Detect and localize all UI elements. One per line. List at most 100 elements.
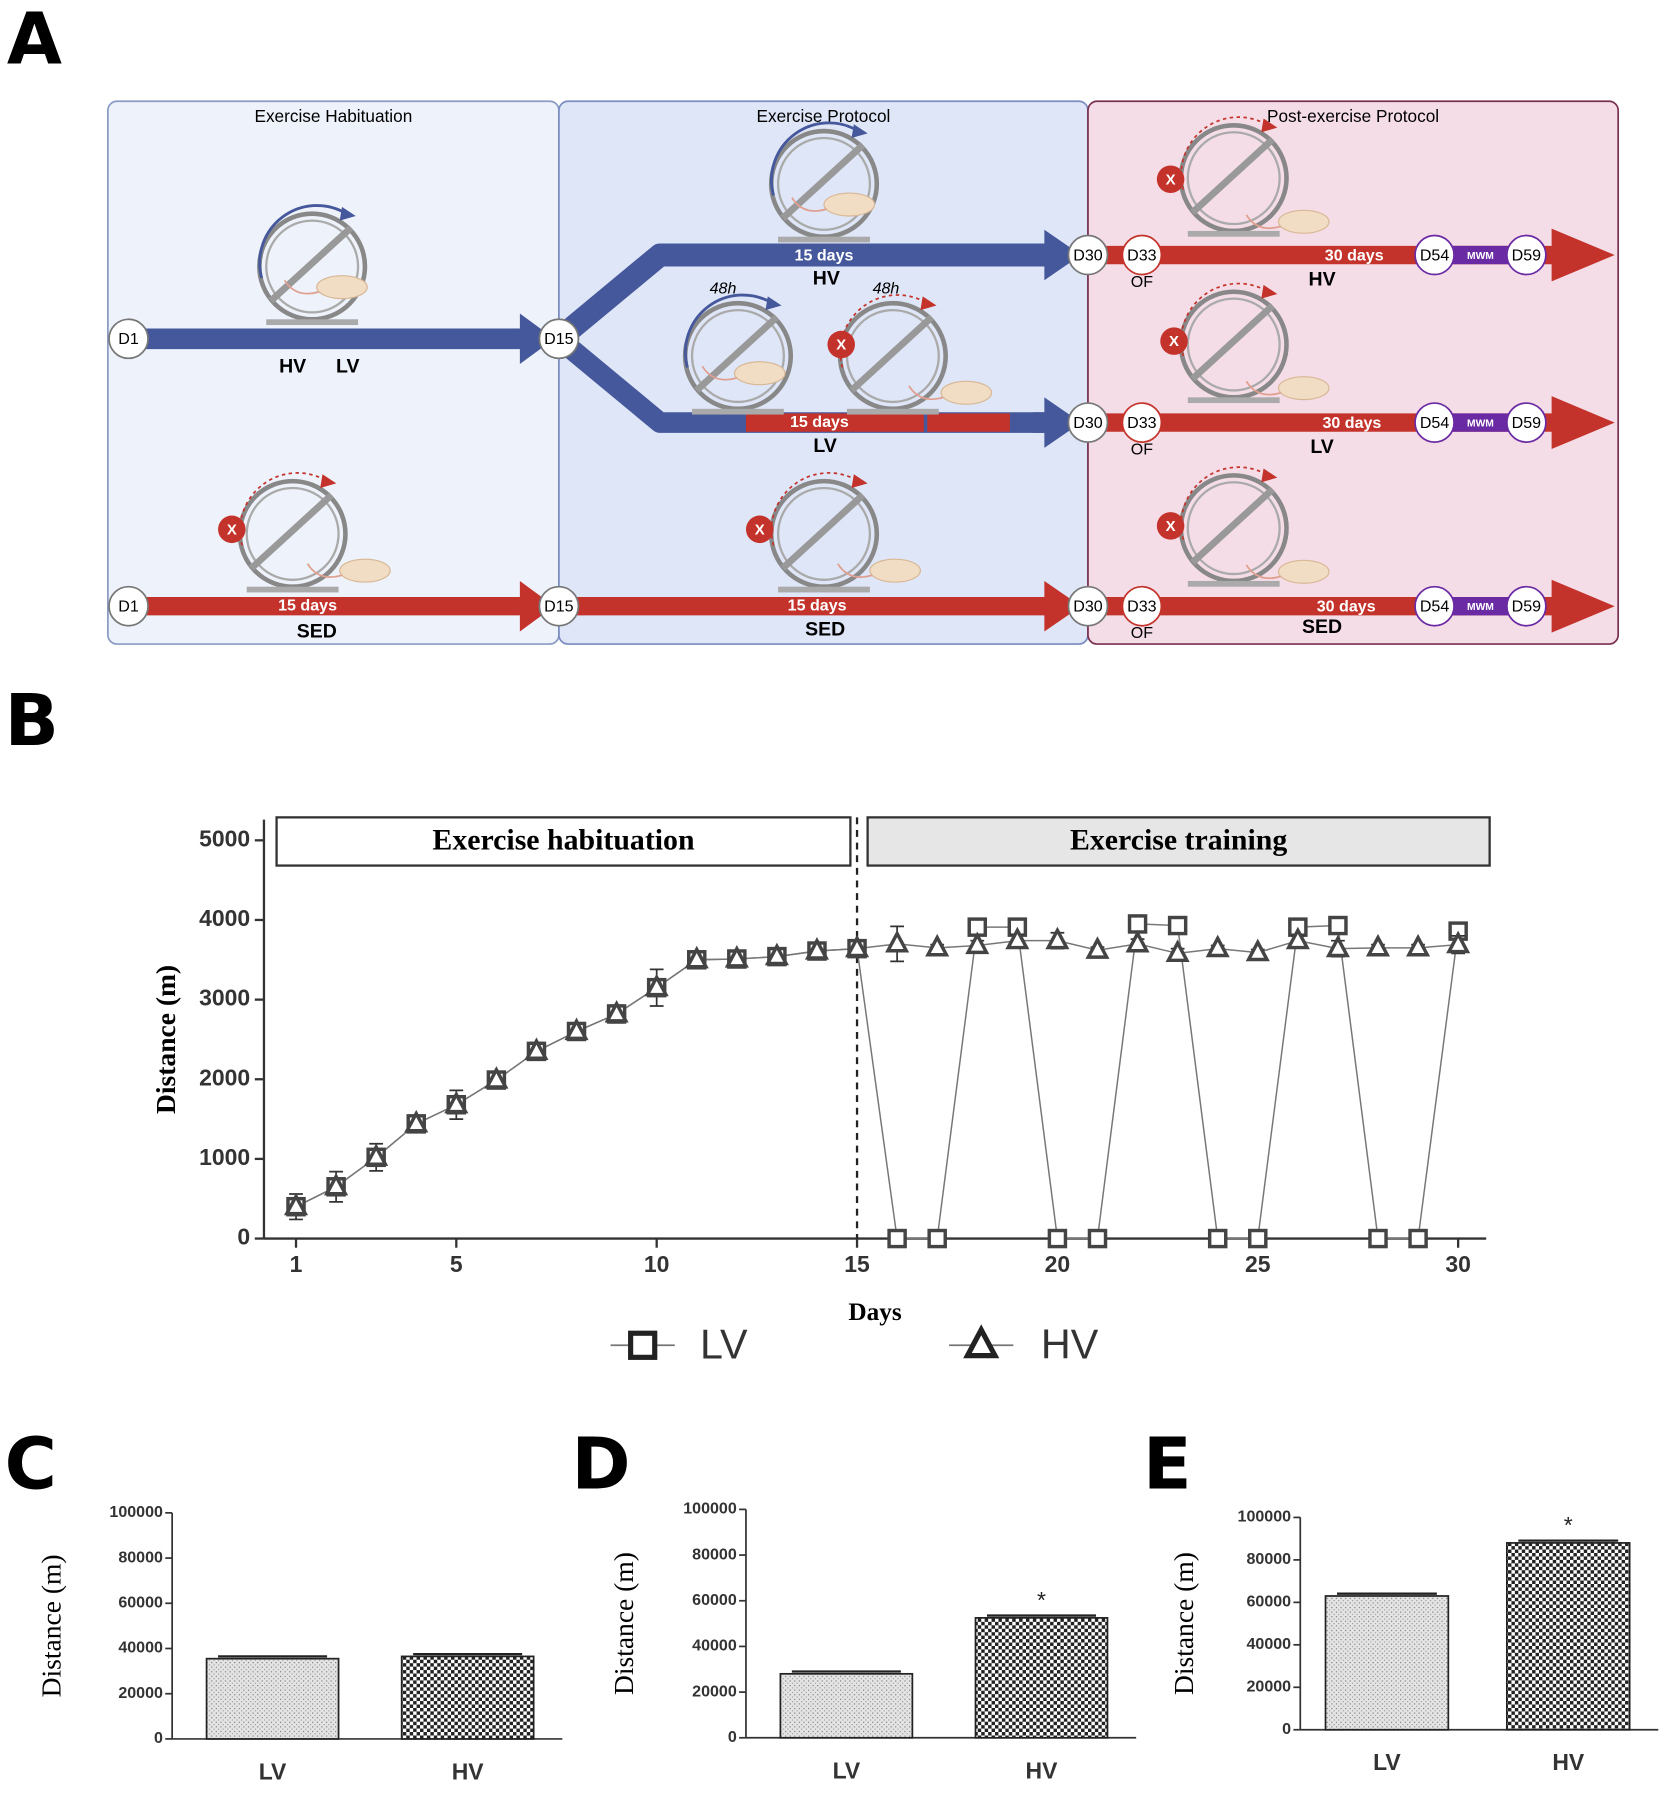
timepoint-label: D15 xyxy=(544,598,574,616)
timepoint-label: D15 xyxy=(544,330,574,348)
data-point xyxy=(1368,1228,1388,1249)
timepoint-label: D33 xyxy=(1127,414,1157,432)
timepoint-label: D30 xyxy=(1073,598,1103,616)
arrow xyxy=(1101,396,1615,449)
legend-marker xyxy=(963,1324,1000,1359)
blocked-label: X xyxy=(1166,519,1176,535)
wheel-base xyxy=(1187,397,1280,404)
x-tick-label: 1 xyxy=(290,1251,303,1277)
data-point xyxy=(844,934,870,958)
wheel-stand xyxy=(268,224,354,304)
data-point xyxy=(1446,930,1471,954)
data-point xyxy=(604,999,629,1023)
arrow-tip xyxy=(1261,468,1278,483)
timepoint-label: D59 xyxy=(1512,598,1542,616)
bar xyxy=(205,1657,340,1740)
data-point xyxy=(1408,1228,1428,1249)
panel-label: A xyxy=(7,0,62,80)
wheel-base xyxy=(778,586,870,593)
data-point xyxy=(1005,926,1030,950)
rest-segment xyxy=(927,413,1010,432)
legend-label: HV xyxy=(1041,1321,1099,1367)
rotation-arrow xyxy=(258,204,348,279)
arrow-tip xyxy=(339,206,356,221)
rat-tail xyxy=(306,563,343,578)
y-tick-label: 4000 xyxy=(199,905,250,931)
duration-label: 30 days xyxy=(1325,246,1384,264)
timepoint xyxy=(1121,402,1163,443)
arrow xyxy=(1032,397,1082,448)
data-point xyxy=(1085,936,1110,959)
timepoint-label: D1 xyxy=(118,330,139,348)
group-label: HV xyxy=(813,267,840,289)
wheel xyxy=(1186,297,1281,392)
rat-tail xyxy=(908,385,944,401)
y-tick-label: 40000 xyxy=(692,1637,737,1655)
data-point xyxy=(1285,926,1310,950)
y-axis-label: Distance (m) xyxy=(150,965,181,1114)
group-label: SED xyxy=(805,618,845,640)
panel-label: C xyxy=(5,1423,57,1506)
rat-tail xyxy=(837,563,873,578)
y-axis-label: Distance (m) xyxy=(1168,1552,1199,1695)
arrow xyxy=(128,580,555,632)
timepoint-label: D1 xyxy=(118,598,139,616)
x-tick-label: LV xyxy=(1373,1749,1401,1775)
wheel xyxy=(1186,131,1281,226)
rotation-arrow xyxy=(1180,282,1269,357)
data-point xyxy=(644,973,669,997)
data-point xyxy=(1207,1228,1228,1249)
blocked-mark xyxy=(1156,512,1185,540)
timepoint xyxy=(538,585,580,627)
y-tick-label: 60000 xyxy=(1246,1593,1291,1611)
data-point xyxy=(804,937,830,960)
arrow xyxy=(558,580,1082,632)
x-axis-label: Days xyxy=(848,1299,901,1326)
timepoint xyxy=(1414,234,1455,276)
y-tick-label: 20000 xyxy=(692,1682,737,1700)
section-box xyxy=(1087,100,1620,645)
group-label: LV xyxy=(813,435,836,457)
timepoint xyxy=(1414,402,1455,443)
wheel xyxy=(690,308,785,404)
rotation-arrow xyxy=(1180,116,1269,190)
rotation-arrow xyxy=(684,293,774,368)
maze-link xyxy=(1450,413,1511,432)
y-tick-label: 40000 xyxy=(1246,1635,1291,1653)
y-tick-label: 3000 xyxy=(199,985,250,1011)
panel-label: E xyxy=(1143,1423,1192,1506)
timepoint xyxy=(108,318,149,360)
data-point xyxy=(1165,939,1190,963)
legend-label: LV xyxy=(700,1321,748,1367)
data-point xyxy=(444,1090,469,1114)
data-point xyxy=(925,933,950,957)
wheel-stand xyxy=(694,314,780,393)
timepoint xyxy=(1505,234,1547,276)
bar xyxy=(400,1655,535,1740)
x-tick-label: HV xyxy=(1026,1757,1059,1783)
duration-label: 15 days xyxy=(795,246,854,264)
timepoint xyxy=(538,318,580,360)
timepoint-label: D30 xyxy=(1073,246,1103,264)
legend-marker xyxy=(628,1330,658,1360)
y-tick-label: 100000 xyxy=(1238,1508,1292,1526)
y-tick-label: 0 xyxy=(728,1728,737,1746)
panel-label: B xyxy=(5,679,59,762)
rat xyxy=(1277,376,1330,401)
timepoint xyxy=(1067,234,1109,276)
rat xyxy=(940,380,993,405)
arrow-tip xyxy=(1261,284,1278,299)
data-point xyxy=(1248,1228,1268,1249)
data-point xyxy=(965,931,990,955)
arrow-tip xyxy=(765,296,782,311)
wheel-stand xyxy=(849,314,935,393)
data-point xyxy=(564,1017,589,1041)
rat xyxy=(316,275,368,300)
panel-label: D xyxy=(572,1423,631,1506)
y-tick-label: 20000 xyxy=(1246,1678,1291,1696)
series-line xyxy=(295,923,1459,1240)
data-point xyxy=(684,945,709,969)
wheel-stand xyxy=(780,492,866,571)
rat-tail xyxy=(283,279,320,295)
rat xyxy=(1277,559,1330,584)
